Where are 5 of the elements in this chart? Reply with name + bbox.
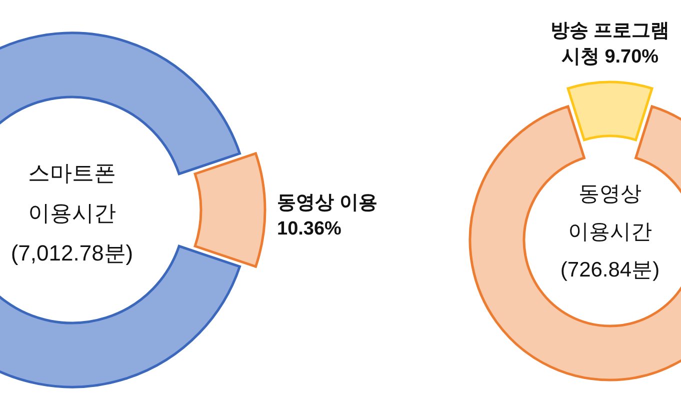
- text: 스마트폰 이용시간 (7,012.78분): [10, 160, 134, 266]
- slice-label: 동영상 이용: [277, 192, 378, 214]
- text: 동영상 이용시간 (726.84분): [560, 182, 660, 282]
- slice-label: 방송 프로그램 시청 9.70%: [550, 20, 670, 68]
- data-label: 10.36%: [277, 218, 342, 240]
